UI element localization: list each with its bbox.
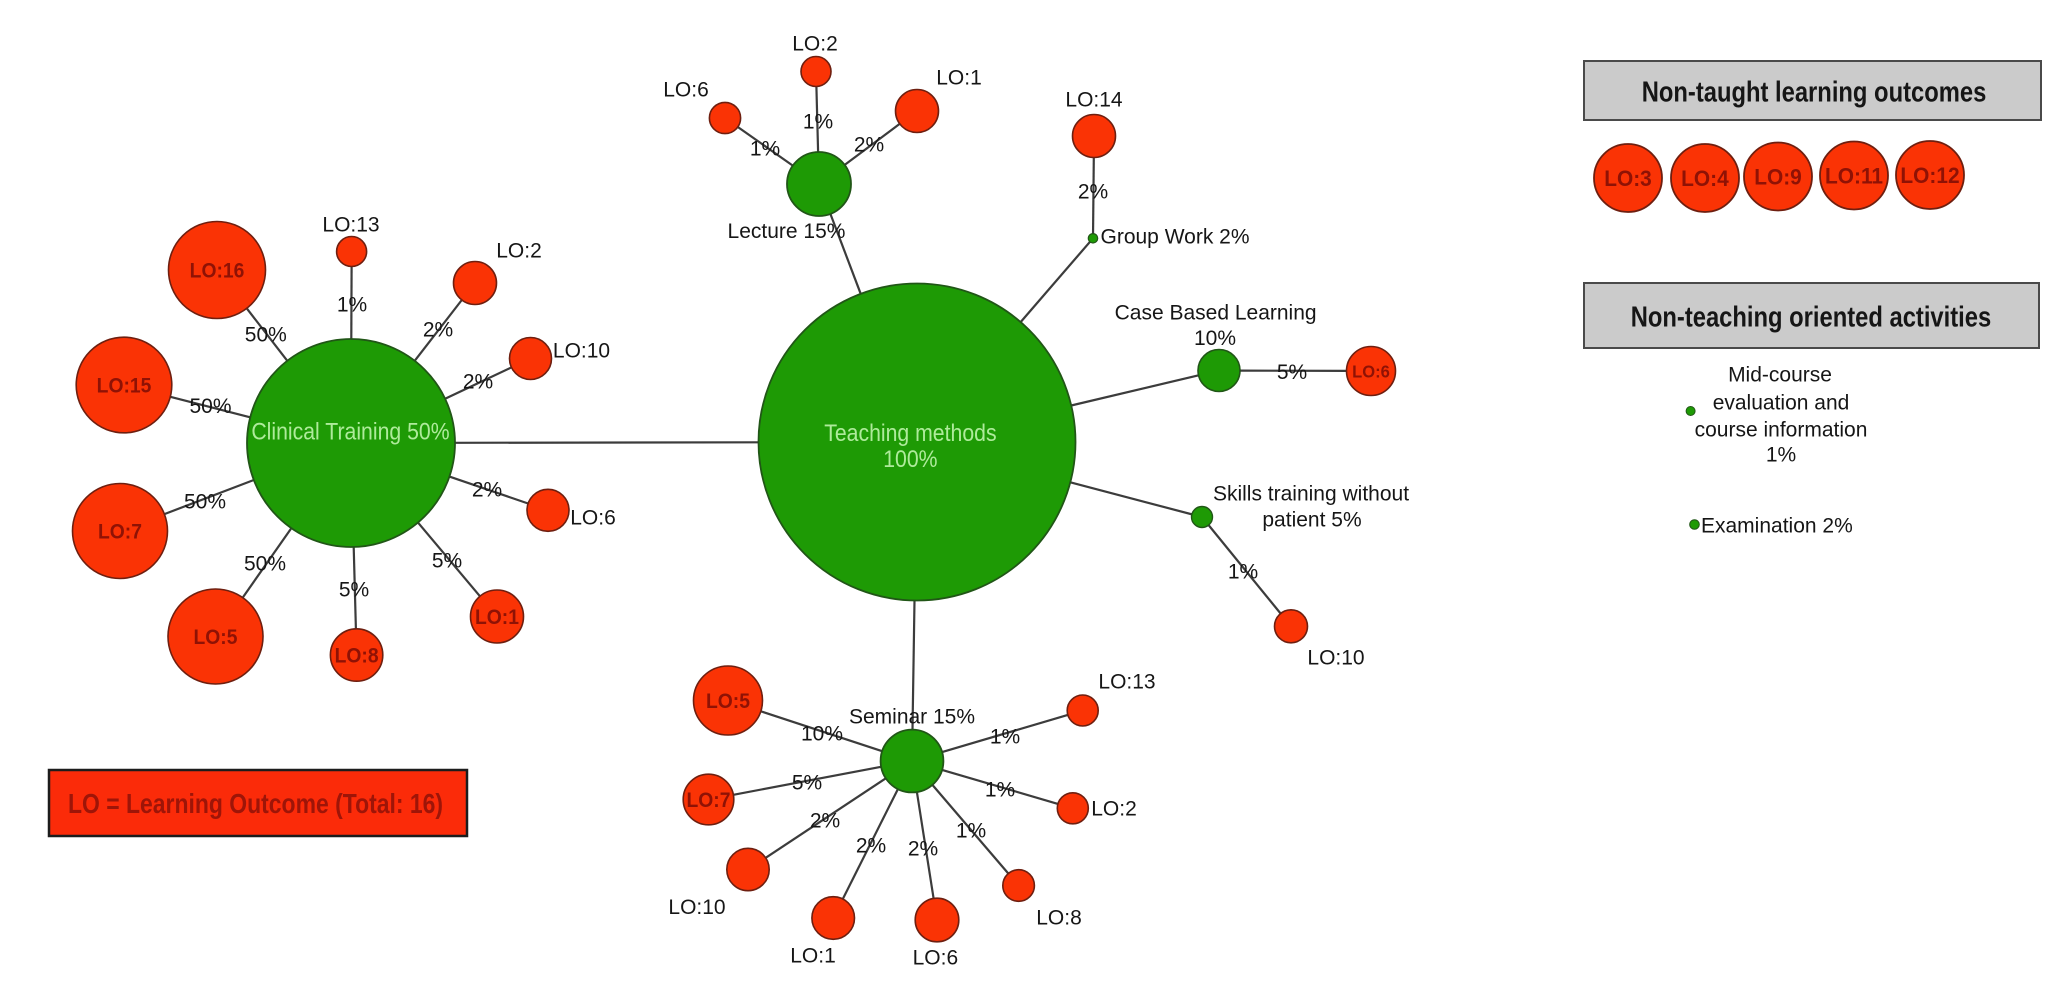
svg-text:LO:9: LO:9 — [1754, 165, 1802, 190]
svg-text:50%: 50% — [245, 324, 287, 347]
svg-text:5%: 5% — [432, 550, 462, 573]
svg-text:1%: 1% — [1228, 561, 1258, 584]
svg-text:LO:1: LO:1 — [936, 67, 982, 90]
svg-text:10%: 10% — [1194, 327, 1236, 350]
svg-text:1%: 1% — [337, 294, 367, 317]
svg-text:LO:10: LO:10 — [1307, 647, 1364, 670]
svg-text:LO:1: LO:1 — [475, 606, 519, 629]
svg-text:1%: 1% — [985, 779, 1015, 802]
svg-text:LO:13: LO:13 — [322, 214, 379, 237]
svg-text:Skills training without: Skills training without — [1213, 483, 1409, 506]
svg-text:1%: 1% — [803, 111, 833, 134]
svg-text:5%: 5% — [1277, 361, 1307, 384]
svg-text:LO:11: LO:11 — [1825, 164, 1883, 189]
svg-text:1%: 1% — [1766, 444, 1796, 467]
svg-text:LO:14: LO:14 — [1065, 89, 1123, 112]
svg-text:2%: 2% — [854, 134, 884, 157]
svg-text:2%: 2% — [908, 838, 938, 861]
svg-text:Examination 2%: Examination 2% — [1701, 515, 1853, 538]
svg-text:2%: 2% — [463, 371, 493, 394]
svg-text:Clinical Training 50%: Clinical Training 50% — [251, 417, 449, 445]
svg-text:5%: 5% — [792, 772, 822, 795]
svg-text:2%: 2% — [423, 319, 453, 342]
svg-text:1%: 1% — [750, 138, 780, 161]
svg-text:10%: 10% — [801, 723, 843, 746]
svg-text:Lecture 15%: Lecture 15% — [728, 220, 846, 243]
svg-text:Seminar 15%: Seminar 15% — [849, 706, 975, 729]
svg-text:LO:10: LO:10 — [668, 896, 725, 919]
svg-text:LO:2: LO:2 — [1091, 798, 1137, 821]
svg-text:LO:1: LO:1 — [790, 945, 836, 968]
svg-text:2%: 2% — [810, 810, 840, 833]
svg-text:LO:15: LO:15 — [97, 375, 152, 398]
svg-text:LO:2: LO:2 — [496, 240, 542, 263]
svg-text:LO:12: LO:12 — [1900, 163, 1959, 188]
svg-text:50%: 50% — [244, 553, 286, 576]
svg-text:50%: 50% — [189, 395, 231, 418]
svg-text:5%: 5% — [339, 579, 369, 602]
svg-text:LO:6: LO:6 — [663, 79, 709, 102]
svg-text:LO:6: LO:6 — [570, 507, 616, 530]
svg-text:LO:2: LO:2 — [792, 33, 838, 56]
svg-text:2%: 2% — [1078, 181, 1108, 204]
svg-text:2%: 2% — [856, 835, 886, 858]
svg-text:Case Based Learning: Case Based Learning — [1115, 302, 1317, 325]
svg-text:Non-teaching oriented activiti: Non-teaching oriented activities — [1631, 300, 1991, 333]
svg-text:Teaching methods: Teaching methods — [824, 419, 996, 447]
svg-text:evaluation and: evaluation and — [1713, 392, 1850, 415]
svg-text:Mid-course: Mid-course — [1728, 364, 1832, 387]
svg-text:Group Work 2%: Group Work 2% — [1101, 226, 1250, 249]
svg-text:LO:6: LO:6 — [1352, 361, 1390, 382]
svg-text:LO:8: LO:8 — [335, 645, 379, 668]
svg-text:1%: 1% — [956, 820, 986, 843]
svg-text:1%: 1% — [990, 726, 1020, 749]
svg-text:LO:8: LO:8 — [1036, 907, 1082, 930]
svg-text:LO:6: LO:6 — [913, 947, 959, 970]
svg-text:Non-taught learning outcomes: Non-taught learning outcomes — [1642, 75, 1987, 108]
svg-text:LO:3: LO:3 — [1604, 166, 1652, 191]
svg-text:100%: 100% — [883, 445, 937, 473]
svg-text:LO = Learning Outcome (Total:: LO = Learning Outcome (Total: 16) — [68, 789, 443, 820]
svg-text:LO:7: LO:7 — [98, 521, 142, 544]
svg-text:2%: 2% — [472, 479, 502, 502]
svg-text:LO:13: LO:13 — [1098, 671, 1155, 694]
svg-text:LO:7: LO:7 — [687, 789, 731, 812]
svg-text:LO:10: LO:10 — [553, 340, 610, 363]
svg-text:course information: course information — [1695, 419, 1868, 442]
svg-text:patient 5%: patient 5% — [1262, 509, 1361, 532]
svg-text:LO:5: LO:5 — [193, 626, 237, 649]
svg-text:LO:5: LO:5 — [706, 690, 750, 713]
svg-text:50%: 50% — [184, 491, 226, 514]
svg-text:LO:16: LO:16 — [190, 260, 245, 283]
svg-text:LO:4: LO:4 — [1681, 166, 1729, 191]
